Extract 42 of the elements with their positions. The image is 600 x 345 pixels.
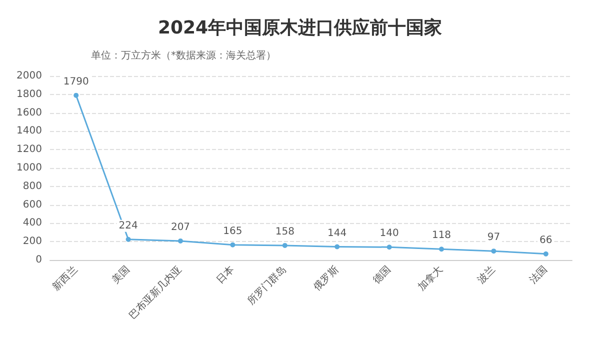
x-tick-label: 加拿大 <box>416 263 446 294</box>
y-tick-label: 800 <box>22 180 42 192</box>
data-label: 224 <box>118 220 138 232</box>
y-tick-label: 600 <box>22 199 42 210</box>
point <box>126 236 131 242</box>
data-label: 140 <box>380 228 399 240</box>
point <box>178 238 183 244</box>
x-tick-label: 所罗门群岛 <box>244 263 289 308</box>
y-tick-label: 1800 <box>16 88 42 100</box>
y-tick-label: 0 <box>36 254 42 266</box>
chart-title: 2024年中国原木进口供应前十国家 <box>158 18 442 38</box>
y-tick-label: 400 <box>22 218 42 229</box>
x-tick-label: 法国 <box>527 263 550 286</box>
point <box>491 248 496 254</box>
y-tick-label: 1000 <box>16 162 42 174</box>
point <box>74 92 79 98</box>
data-label: 97 <box>487 232 500 244</box>
data-label: 207 <box>170 222 190 233</box>
y-tick-label: 1600 <box>16 107 42 118</box>
chart-subtitle: 单位：万立方米（*数据来源：海关总署） <box>91 50 276 62</box>
data-label: 1790 <box>63 76 89 88</box>
point <box>230 242 236 248</box>
data-label: 118 <box>432 230 452 242</box>
data-label: 144 <box>328 228 347 239</box>
x-tick-label: 新西兰 <box>50 263 80 294</box>
x-tick-label: 美国 <box>110 263 132 286</box>
data-label: 66 <box>540 234 552 246</box>
y-tick-label: 1400 <box>16 126 42 137</box>
x-tick-label: 日本 <box>214 263 237 286</box>
point <box>282 242 288 248</box>
point <box>439 246 444 252</box>
point <box>334 244 340 250</box>
x-tick-label: 德国 <box>371 264 394 286</box>
point <box>543 251 548 256</box>
data-label: 165 <box>223 226 242 237</box>
y-tick-label: 1200 <box>16 144 42 156</box>
data-label: 158 <box>275 226 294 238</box>
y-tick-label: 2000 <box>16 70 42 82</box>
x-tick-label: 波兰 <box>474 263 498 286</box>
x-tick-label: 俄罗斯 <box>311 263 341 294</box>
y-tick-label: 200 <box>22 236 42 248</box>
point <box>386 244 392 250</box>
